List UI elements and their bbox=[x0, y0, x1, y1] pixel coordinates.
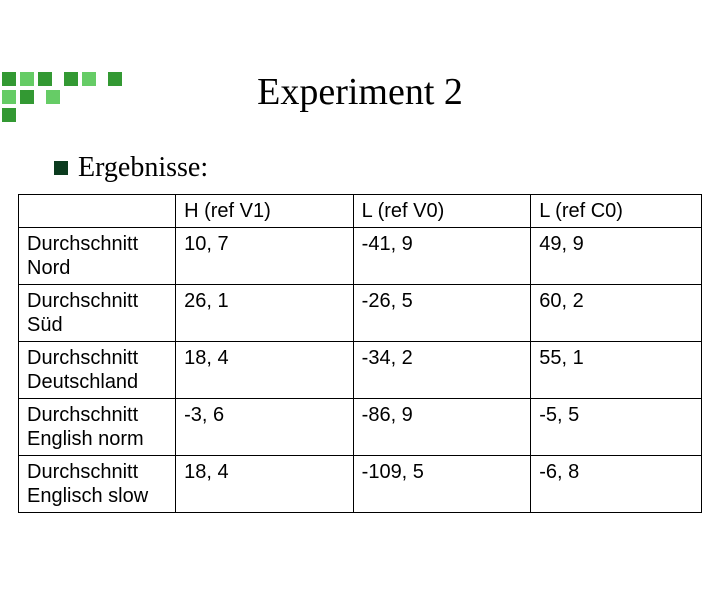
data-cell: -6, 8 bbox=[531, 456, 702, 513]
table-row: Durchschnitt Deutschland18, 4-34, 255, 1 bbox=[19, 342, 702, 399]
deco-square-icon bbox=[20, 72, 34, 86]
row-label-cell: Durchschnitt Nord bbox=[19, 228, 176, 285]
deco-square-icon bbox=[38, 72, 52, 86]
deco-square-icon bbox=[20, 90, 34, 104]
data-cell: 18, 4 bbox=[176, 456, 354, 513]
table-header-cell: H (ref V1) bbox=[176, 195, 354, 228]
row-label-cell: Durchschnitt English norm bbox=[19, 399, 176, 456]
data-cell: 18, 4 bbox=[176, 342, 354, 399]
deco-square-icon bbox=[46, 90, 60, 104]
deco-square-icon bbox=[108, 72, 122, 86]
data-cell: -86, 9 bbox=[353, 399, 531, 456]
data-cell: 49, 9 bbox=[531, 228, 702, 285]
data-cell: -34, 2 bbox=[353, 342, 531, 399]
corner-decoration bbox=[0, 70, 150, 110]
deco-square-icon bbox=[82, 72, 96, 86]
data-cell: 26, 1 bbox=[176, 285, 354, 342]
deco-square-icon bbox=[64, 72, 78, 86]
table-row: Durchschnitt Nord10, 7-41, 949, 9 bbox=[19, 228, 702, 285]
table-header-cell: L (ref V0) bbox=[353, 195, 531, 228]
row-label-cell: Durchschnitt Englisch slow bbox=[19, 456, 176, 513]
deco-square-icon bbox=[2, 108, 16, 122]
deco-square-icon bbox=[2, 90, 16, 104]
deco-square-icon bbox=[2, 72, 16, 86]
table-header-cell: L (ref C0) bbox=[531, 195, 702, 228]
table-header-cell bbox=[19, 195, 176, 228]
table-row: Durchschnitt Englisch slow18, 4-109, 5-6… bbox=[19, 456, 702, 513]
table-header-row: H (ref V1) L (ref V0) L (ref C0) bbox=[19, 195, 702, 228]
subtitle-row: Ergebnisse: bbox=[54, 152, 720, 184]
data-cell: -3, 6 bbox=[176, 399, 354, 456]
data-cell: -41, 9 bbox=[353, 228, 531, 285]
data-cell: -5, 5 bbox=[531, 399, 702, 456]
table-row: Durchschnitt English norm-3, 6-86, 9-5, … bbox=[19, 399, 702, 456]
row-label-cell: Durchschnitt Süd bbox=[19, 285, 176, 342]
subtitle-text: Ergebnisse: bbox=[78, 152, 208, 184]
bullet-square-icon bbox=[54, 161, 68, 175]
data-cell: 55, 1 bbox=[531, 342, 702, 399]
data-cell: 60, 2 bbox=[531, 285, 702, 342]
results-table: H (ref V1) L (ref V0) L (ref C0) Durchsc… bbox=[18, 194, 702, 513]
data-cell: -109, 5 bbox=[353, 456, 531, 513]
data-cell: 10, 7 bbox=[176, 228, 354, 285]
row-label-cell: Durchschnitt Deutschland bbox=[19, 342, 176, 399]
data-cell: -26, 5 bbox=[353, 285, 531, 342]
table-row: Durchschnitt Süd26, 1-26, 560, 2 bbox=[19, 285, 702, 342]
